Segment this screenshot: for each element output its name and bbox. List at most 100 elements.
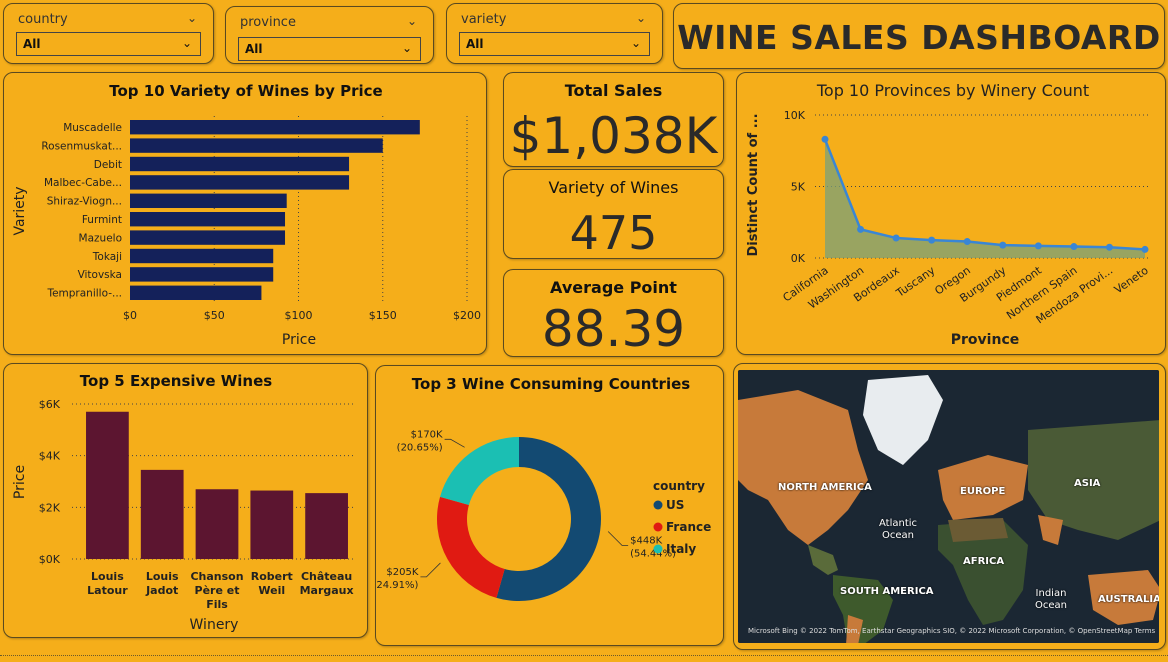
bar[interactable] — [130, 248, 274, 264]
legend-label[interactable]: US — [666, 498, 684, 512]
bar[interactable] — [130, 267, 274, 282]
map-label-africa: AFRICA — [963, 556, 1005, 567]
bar[interactable] — [250, 490, 294, 559]
chevron-down-icon[interactable]: ⌄ — [406, 14, 417, 28]
variety-count-label: Variety of Wines — [548, 178, 679, 197]
chevron-down-icon[interactable]: ⌄ — [630, 36, 641, 50]
legend-marker[interactable] — [653, 522, 663, 532]
bar[interactable] — [130, 193, 287, 208]
bar[interactable] — [195, 489, 239, 559]
x-tick-label: Robert Weil — [251, 570, 293, 597]
data-point[interactable] — [999, 241, 1007, 249]
expensive-wines-card[interactable]: Top 5 Expensive Wines $0K $2K $4K $6K Louis La… — [3, 363, 368, 638]
bar[interactable] — [130, 138, 383, 153]
chevron-down-icon[interactable]: ⌄ — [635, 11, 646, 25]
data-point[interactable] — [928, 236, 936, 244]
data-point[interactable] — [892, 234, 900, 242]
data-label-pct: (54.44%) — [630, 548, 676, 559]
chevron-down-icon[interactable]: ⌄ — [401, 41, 412, 55]
total-sales-value: $1,038K — [509, 107, 718, 165]
leader-line — [420, 562, 441, 578]
data-label: $170K — [411, 429, 443, 440]
data-point[interactable] — [1105, 243, 1113, 251]
dashboard-title: WINE SALES DASHBOARD — [677, 18, 1161, 57]
y-axis-title: Price — [12, 465, 28, 499]
world-map[interactable]: NORTH AMERICA EUROPE ASIA Atlantic Ocean… — [738, 370, 1159, 643]
provinces-chart: Top 10 Provinces by Winery Count0K5K10KC… — [746, 81, 1151, 348]
bar[interactable] — [130, 175, 350, 190]
map-credits: Microsoft Bing © 2022 TomTom, Earthstar … — [748, 627, 1156, 635]
chevron-down-icon[interactable]: ⌄ — [186, 11, 197, 25]
bar[interactable] — [86, 411, 129, 559]
average-point-label: Average Point — [550, 278, 677, 297]
legend-label[interactable]: France — [666, 520, 711, 534]
map-label-atlantic: Atlantic Ocean — [878, 518, 918, 541]
x-tick-label: Château Margaux — [300, 570, 354, 597]
y-tick-label: Muscadelle — [63, 122, 122, 134]
x-tick-label: Louis Latour — [87, 570, 128, 597]
legend-marker[interactable] — [653, 500, 663, 510]
map-label-europe: EUROPE — [960, 486, 1006, 497]
bar[interactable] — [130, 156, 350, 172]
y-axis-title: Variety — [12, 186, 28, 235]
variety-slicer-label: variety — [461, 12, 507, 27]
bottom-divider — [0, 655, 1168, 662]
bar[interactable] — [130, 212, 286, 227]
bar[interactable] — [140, 469, 184, 559]
bar[interactable] — [130, 120, 420, 135]
variety-dropdown[interactable]: All ⌄ — [459, 32, 650, 56]
y-tick-label: $2K — [39, 501, 61, 514]
data-label: $205K — [386, 567, 418, 578]
average-point-card[interactable]: Average Point 88.39 — [503, 269, 724, 358]
country-slicer[interactable]: country ⌄ All ⌄ — [3, 3, 214, 64]
bar[interactable] — [130, 230, 286, 245]
pie-slice[interactable] — [496, 437, 601, 601]
map-label-australia: AUSTRALIA — [1098, 594, 1159, 605]
variety-price-chart: Top 10 Variety of Wines by Price $0 $50 $10… — [12, 82, 481, 348]
x-tick-label: $150 — [369, 309, 397, 322]
y-tick-label: $4K — [39, 450, 61, 463]
y-tick-label: $0K — [39, 553, 61, 566]
variety-price-chart-card[interactable]: Top 10 Variety of Wines by Price $0 $50 $10… — [3, 72, 487, 355]
consuming-countries-card[interactable]: Top 3 Wine Consuming Countries $448K (54.4… — [375, 365, 724, 646]
pie-slice[interactable] — [440, 437, 519, 505]
y-tick-label: Debit — [94, 159, 122, 171]
pie-slice[interactable] — [437, 496, 505, 598]
province-slicer-label: province — [240, 15, 296, 30]
variety-count-value: 475 — [569, 206, 658, 260]
provinces-chart-card[interactable]: Top 10 Provinces by Winery Count 0K 5K 10K C… — [736, 72, 1166, 355]
y-tick-label: Tokaji — [92, 251, 122, 263]
y-tick-label: 0K — [791, 252, 806, 265]
province-slicer[interactable]: province ⌄ All ⌄ — [225, 6, 434, 64]
data-point[interactable] — [1070, 243, 1078, 251]
data-point[interactable] — [1034, 242, 1042, 250]
x-axis-title: Province — [951, 332, 1019, 348]
data-point[interactable] — [1141, 245, 1149, 253]
variety-slicer[interactable]: variety ⌄ All ⌄ — [446, 3, 663, 64]
y-tick-label: 5K — [791, 181, 806, 194]
total-sales-card[interactable]: Total Sales $1,038K — [503, 72, 724, 167]
data-point[interactable] — [857, 225, 865, 233]
data-label: $448K — [630, 535, 662, 546]
chevron-down-icon[interactable]: ⌄ — [181, 36, 192, 50]
x-tick-label: Tuscany — [893, 264, 938, 301]
y-tick-label: Furmint — [82, 214, 122, 226]
y-tick-label: Malbec-Cabe... — [44, 177, 122, 189]
legend-marker[interactable] — [653, 544, 663, 554]
bar[interactable] — [130, 285, 262, 300]
total-sales-label: Total Sales — [564, 81, 663, 100]
map-label-asia: ASIA — [1074, 478, 1101, 489]
legend-label[interactable]: Italy — [666, 542, 696, 556]
variety-count-card[interactable]: Variety of Wines 475 — [503, 169, 724, 260]
country-dropdown[interactable]: All ⌄ — [16, 32, 201, 56]
leader-line — [607, 531, 629, 546]
province-dropdown[interactable]: All ⌄ — [238, 37, 421, 61]
data-point[interactable] — [963, 238, 971, 246]
bar[interactable] — [305, 493, 348, 559]
y-tick-label: $6K — [39, 398, 61, 411]
map-label-south-america: SOUTH AMERICA — [840, 586, 934, 597]
data-point[interactable] — [821, 135, 829, 143]
variety-selected-value: All — [466, 37, 484, 51]
y-tick-label: Rosenmuskat... — [41, 140, 122, 152]
map-card[interactable]: NORTH AMERICA EUROPE ASIA Atlantic Ocean… — [733, 363, 1166, 650]
